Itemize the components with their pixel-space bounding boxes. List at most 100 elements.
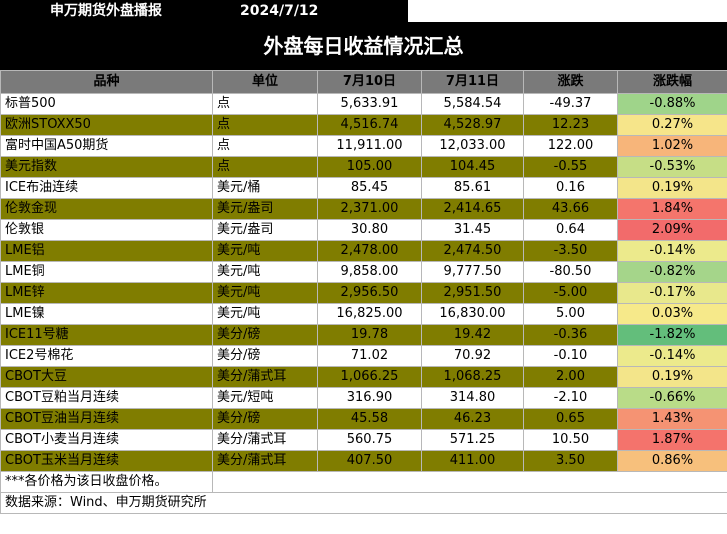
cell-name: 富时中国A50期货: [0, 135, 213, 157]
col-header-name: 品种: [0, 70, 213, 94]
cell-day1: 30.80: [317, 219, 422, 241]
cell-day2: 31.45: [421, 219, 524, 241]
cell-unit: 点: [212, 156, 318, 178]
cell-name: 欧洲STOXX50: [0, 114, 213, 136]
top-bar: 申万期货外盘播报 2024/7/12: [0, 0, 727, 22]
table-row: ICE布油连续 美元/桶 85.45 85.61 0.16 0.19%: [0, 177, 727, 199]
cell-day1: 105.00: [317, 156, 422, 178]
cell-day2: 2,414.65: [421, 198, 524, 220]
brand-label: 申万期货外盘播报: [0, 0, 212, 22]
col-header-unit: 单位: [212, 70, 318, 94]
cell-pct: 0.19%: [617, 177, 727, 199]
cell-unit: 美元/桶: [212, 177, 318, 199]
cell-pct: -0.14%: [617, 345, 727, 367]
table-row: 标普500 点 5,633.91 5,584.54 -49.37 -0.88%: [0, 93, 727, 115]
cell-change: 0.64: [523, 219, 618, 241]
cell-change: 0.65: [523, 408, 618, 430]
cell-day1: 45.58: [317, 408, 422, 430]
cell-pct: 1.84%: [617, 198, 727, 220]
table-row: CBOT小麦当月连续 美分/蒲式耳 560.75 571.25 10.50 1.87%: [0, 429, 727, 451]
cell-name: LME锌: [0, 282, 213, 304]
cell-day2: 16,830.00: [421, 303, 524, 325]
data-source-note: 数据来源：Wind、申万期货研究所: [0, 492, 727, 514]
table-row: 伦敦金现 美元/盎司 2,371.00 2,414.65 43.66 1.84%: [0, 198, 727, 220]
cell-day1: 5,633.91: [317, 93, 422, 115]
cell-name: 美元指数: [0, 156, 213, 178]
cell-day1: 2,478.00: [317, 240, 422, 262]
table-row: CBOT豆油当月连续 美分/磅 45.58 46.23 0.65 1.43%: [0, 408, 727, 430]
cell-day1: 316.90: [317, 387, 422, 409]
cell-day1: 11,911.00: [317, 135, 422, 157]
cell-name: CBOT豆粕当月连续: [0, 387, 213, 409]
table-row: LME铜 美元/吨 9,858.00 9,777.50 -80.50 -0.82%: [0, 261, 727, 283]
cell-change: -3.50: [523, 240, 618, 262]
cell-day2: 5,584.54: [421, 93, 524, 115]
cell-change: 0.16: [523, 177, 618, 199]
table-row: ICE11号糖 美分/磅 19.78 19.42 -0.36 -1.82%: [0, 324, 727, 346]
cell-change: 122.00: [523, 135, 618, 157]
cell-unit: 美元/吨: [212, 303, 318, 325]
cell-change: -0.55: [523, 156, 618, 178]
cell-day2: 4,528.97: [421, 114, 524, 136]
cell-day1: 71.02: [317, 345, 422, 367]
table-row: 伦敦银 美元/盎司 30.80 31.45 0.64 2.09%: [0, 219, 727, 241]
cell-day1: 407.50: [317, 450, 422, 472]
col-header-day1: 7月10日: [317, 70, 422, 94]
cell-day2: 571.25: [421, 429, 524, 451]
note-filler: [212, 471, 727, 493]
cell-day2: 85.61: [421, 177, 524, 199]
cell-pct: 1.87%: [617, 429, 727, 451]
cell-name: LME镍: [0, 303, 213, 325]
cell-day1: 2,371.00: [317, 198, 422, 220]
table-row: 欧洲STOXX50 点 4,516.74 4,528.97 12.23 0.27%: [0, 114, 727, 136]
cell-pct: -0.17%: [617, 282, 727, 304]
table-row: 富时中国A50期货点 11,911.00 12,033.00 122.00 1.02%: [0, 135, 727, 157]
note-closing-price: ***各价格为该日收盘价格。: [0, 471, 213, 493]
cell-name: CBOT小麦当月连续: [0, 429, 213, 451]
cell-change: -0.10: [523, 345, 618, 367]
cell-pct: -0.88%: [617, 93, 727, 115]
cell-day2: 1,068.25: [421, 366, 524, 388]
cell-day2: 314.80: [421, 387, 524, 409]
cell-change: 5.00: [523, 303, 618, 325]
cell-change: -49.37: [523, 93, 618, 115]
cell-day2: 70.92: [421, 345, 524, 367]
cell-day1: 85.45: [317, 177, 422, 199]
cell-unit: 美元/盎司: [212, 219, 318, 241]
cell-pct: -0.14%: [617, 240, 727, 262]
cell-pct: -0.82%: [617, 261, 727, 283]
cell-change: 43.66: [523, 198, 618, 220]
cell-day2: 2,474.50: [421, 240, 524, 262]
cell-unit: 美元/盎司: [212, 198, 318, 220]
cell-unit: 美元/吨: [212, 240, 318, 262]
cell-unit: 美分/蒲式耳: [212, 366, 318, 388]
cell-unit: 点: [212, 114, 318, 136]
cell-day1: 16,825.00: [317, 303, 422, 325]
cell-name: 标普500: [0, 93, 213, 115]
note-row: ***各价格为该日收盘价格。: [0, 471, 727, 493]
cell-name: ICE布油连续: [0, 177, 213, 199]
cell-change: 2.00: [523, 366, 618, 388]
cell-unit: 美分/磅: [212, 324, 318, 346]
cell-change: -0.36: [523, 324, 618, 346]
cell-pct: -0.66%: [617, 387, 727, 409]
cell-change: -5.00: [523, 282, 618, 304]
table-row: ICE2号棉花 美分/磅 71.02 70.92 -0.10 -0.14%: [0, 345, 727, 367]
cell-change: 12.23: [523, 114, 618, 136]
cell-name: 伦敦金现: [0, 198, 213, 220]
cell-unit: 美分/蒲式耳: [212, 450, 318, 472]
cell-change: 10.50: [523, 429, 618, 451]
cell-pct: 0.86%: [617, 450, 727, 472]
cell-name: CBOT大豆: [0, 366, 213, 388]
cell-pct: 0.03%: [617, 303, 727, 325]
col-header-change: 涨跌: [523, 70, 618, 94]
cell-day1: 4,516.74: [317, 114, 422, 136]
cell-unit: 美分/磅: [212, 408, 318, 430]
source-row: 数据来源：Wind、申万期货研究所: [0, 492, 727, 514]
table-row: CBOT豆粕当月连续 美元/短吨 316.90 314.80 -2.10 -0.66%: [0, 387, 727, 409]
table-row: LME锌 美元/吨 2,956.50 2,951.50 -5.00 -0.17%: [0, 282, 727, 304]
cell-day2: 9,777.50: [421, 261, 524, 283]
cell-change: -80.50: [523, 261, 618, 283]
cell-unit: 美元/吨: [212, 261, 318, 283]
